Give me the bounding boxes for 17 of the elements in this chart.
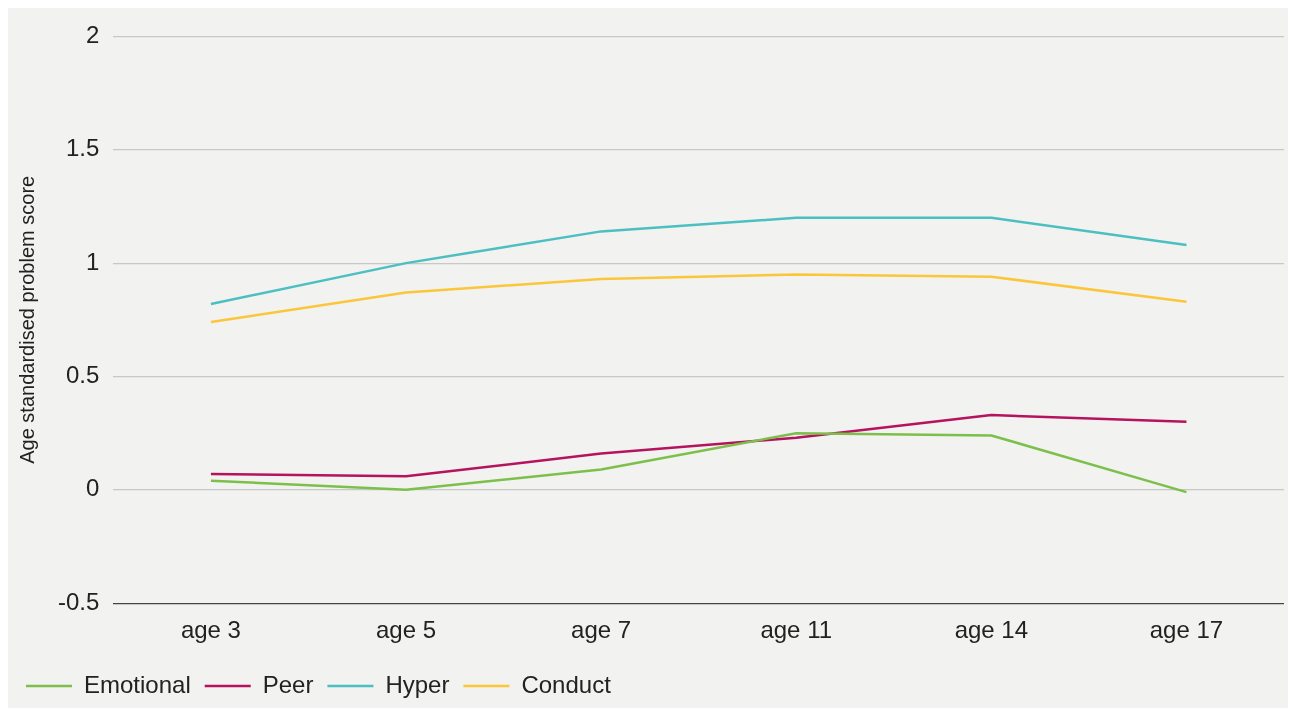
y-tick-label: 0	[86, 474, 100, 502]
y-tick-label: 1.5	[65, 134, 100, 162]
x-tick-label: age 7	[571, 616, 632, 644]
legend-label: Emotional	[84, 670, 191, 698]
x-tick-label: age 11	[760, 616, 833, 644]
x-tick-label: age 17	[1149, 616, 1224, 644]
legend-label: Peer	[262, 670, 314, 698]
x-tick-label: age 14	[954, 616, 1029, 644]
x-tick-label: age 5	[375, 616, 437, 644]
y-tick-label: 1	[86, 247, 100, 275]
legend-label: Hyper	[385, 670, 450, 698]
y-tick-label: -0.5	[58, 587, 100, 615]
x-tick-label: age 3	[180, 616, 241, 644]
legend-label: Conduct	[521, 670, 612, 698]
y-tick-label: 2	[86, 21, 100, 49]
y-axis-title: Age standardised problem score	[15, 175, 38, 464]
y-tick-label: 0.5	[65, 361, 100, 389]
